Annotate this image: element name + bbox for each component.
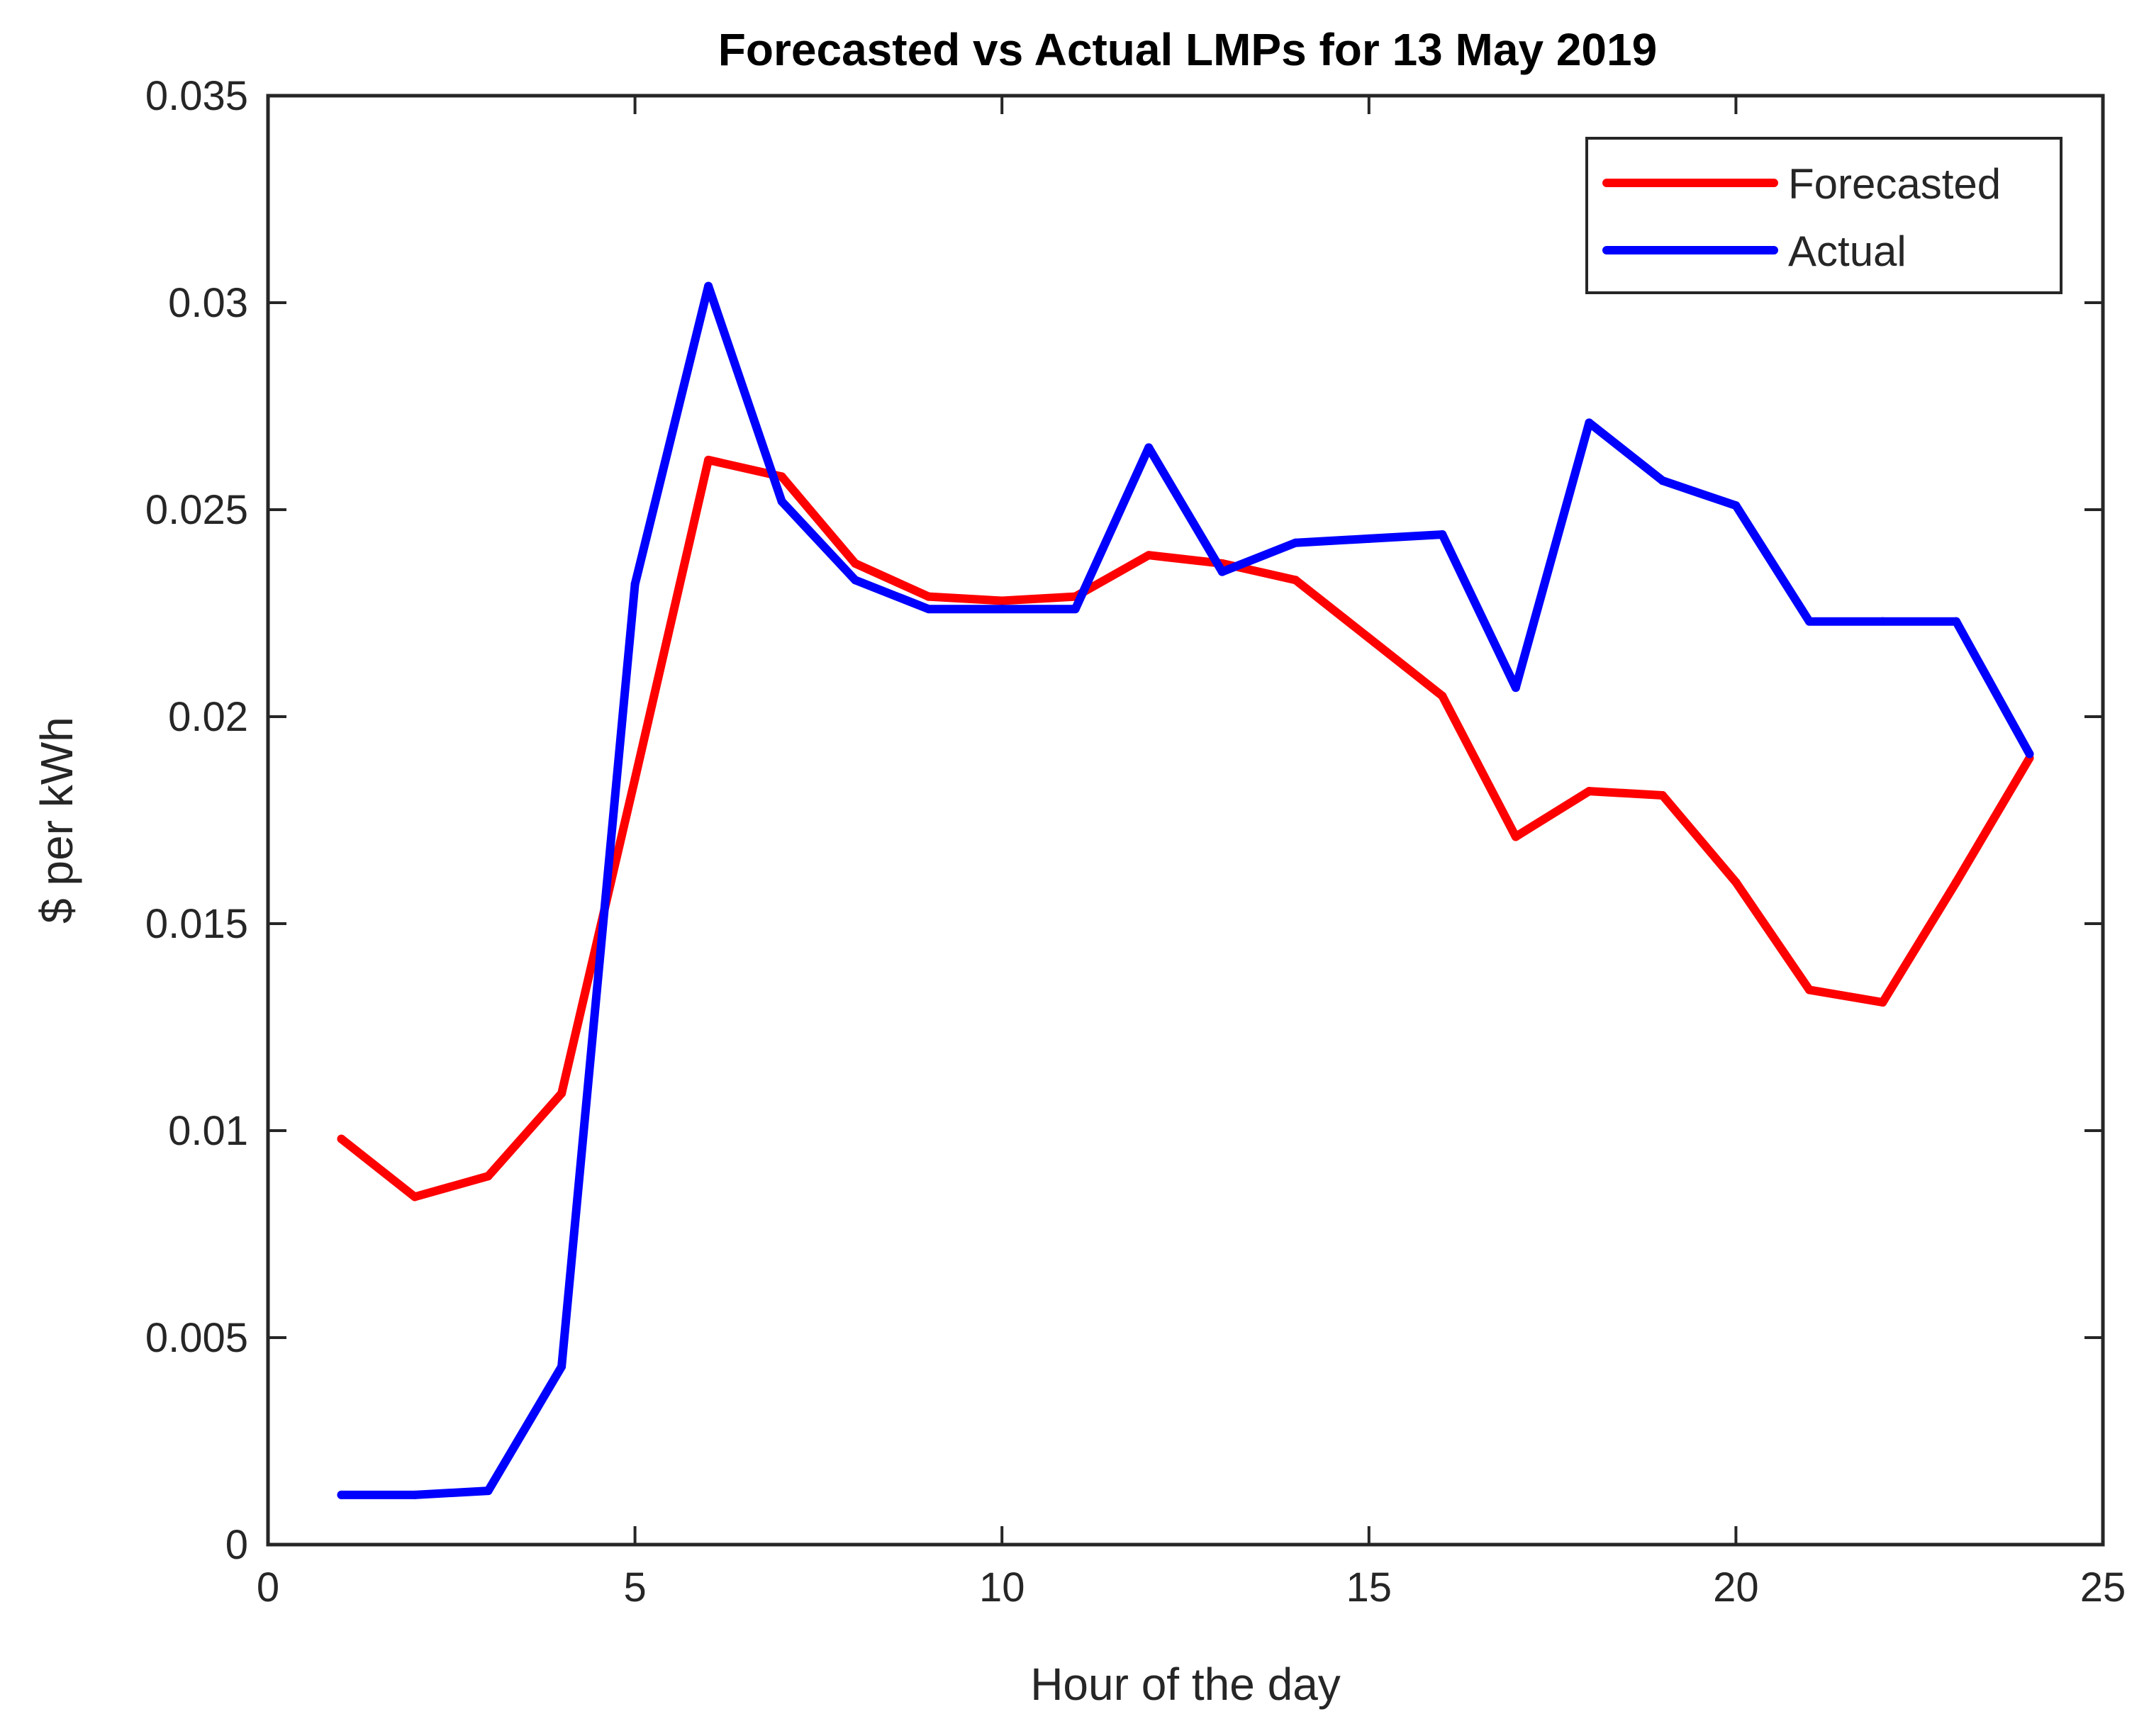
x-tick-label: 0 [257,1564,279,1611]
data-point-actual [851,576,860,585]
data-point-forecasted [337,1134,346,1143]
data-point-forecasted [777,472,786,481]
data-point-forecasted [1511,832,1520,841]
series-layer [337,281,2034,1499]
chart-title: Forecasted vs Actual LMPs for 13 May 201… [718,24,1657,75]
data-point-actual [1364,534,1373,543]
data-point-forecasted [1658,790,1667,800]
data-point-actual [1071,605,1080,614]
y-axis-label: $ per kWh [31,717,82,924]
data-point-actual [1658,476,1667,486]
data-point-actual [1291,538,1300,547]
data-point-actual [2025,749,2034,758]
data-point-actual [777,497,786,506]
y-tick-label: 0.02 [168,694,248,740]
y-tick-label: 0 [225,1522,248,1568]
y-tick-label: 0.01 [168,1108,248,1154]
x-tick-label: 20 [1713,1564,1759,1611]
data-point-forecasted [1878,997,1887,1007]
data-point-forecasted [1364,634,1373,643]
data-point-forecasted [851,559,860,568]
data-point-actual [337,1490,346,1499]
series-line-forecasted [337,455,2034,1202]
y-tick-label: 0.035 [145,73,248,119]
data-point-forecasted [1951,878,1960,887]
legend-label-actual: Actual [1788,228,1907,275]
y-tick-label: 0.025 [145,487,248,533]
data-point-forecasted [1144,551,1154,560]
data-point-actual [557,1362,566,1371]
data-point-actual [1511,683,1520,693]
data-point-forecasted [630,774,640,783]
x-tick-label: 25 [2080,1564,2126,1611]
data-point-actual [1144,443,1154,452]
data-point-forecasted [998,596,1007,605]
data-point-forecasted [1438,691,1447,700]
tick-layer: 0 5 10 15 20 25 0 0.005 0.01 0.015 0.02 0.025 0.03 0.… [145,73,2126,1611]
data-point-actual [1438,530,1447,539]
y-tick-label: 0.015 [145,901,248,947]
data-point-actual [1217,567,1227,576]
data-point-forecasted [411,1192,420,1202]
legend: Forecasted Actual [1585,137,2063,294]
legend-label-forecasted: Forecasted [1788,160,2001,208]
plot-frame [266,94,2105,1547]
x-tick-label: 15 [1346,1564,1392,1611]
data-point-actual [1878,617,1887,626]
x-axis-label: Hour of the day [1030,1659,1341,1710]
data-point-actual [1951,617,1960,626]
data-point-forecasted [484,1172,493,1181]
x-tick-label: 10 [979,1564,1025,1611]
data-point-forecasted [1291,576,1300,585]
data-point-actual [1731,501,1741,510]
y-tick-label: 0.03 [168,280,248,326]
data-point-forecasted [1731,878,1741,887]
series-line-actual [337,281,2034,1499]
data-point-actual [484,1486,493,1496]
data-point-actual [1804,617,1814,626]
legend-box [1585,137,2063,294]
data-point-actual [411,1490,420,1499]
data-point-actual [998,605,1007,614]
x-tick-label: 5 [623,1564,646,1611]
data-point-forecasted [924,592,933,601]
data-point-actual [630,580,640,589]
data-point-forecasted [557,1089,566,1098]
data-point-forecasted [1585,787,1594,796]
data-point-forecasted [704,455,713,464]
y-tick-label: 0.005 [145,1315,248,1361]
data-point-actual [924,605,933,614]
data-point-actual [1585,418,1594,427]
data-point-actual [704,281,713,291]
data-point-forecasted [1804,985,1814,995]
